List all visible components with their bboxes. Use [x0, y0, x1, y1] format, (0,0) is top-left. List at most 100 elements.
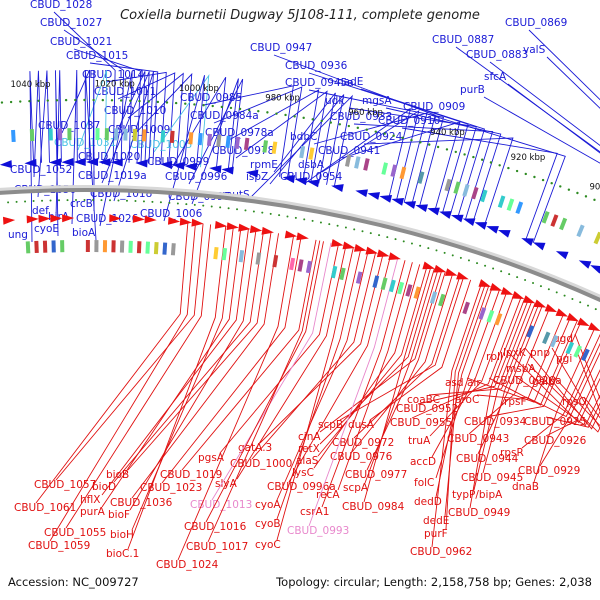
feature-block [123, 128, 128, 141]
tick-dot [19, 100, 22, 103]
tick-dot [435, 249, 438, 252]
feature-block [417, 171, 425, 184]
forward-gene-label: CBUD_1037 [38, 120, 100, 132]
forward-gene-arrow [49, 158, 62, 167]
label-leader-line [127, 72, 184, 166]
tick-dot [394, 238, 397, 241]
reverse-gene-label: CBUD_1000 [230, 458, 292, 470]
label-leader-line [521, 333, 600, 449]
tick-dot [184, 102, 187, 105]
feature-block [478, 307, 487, 320]
forward-gene-arrow [61, 158, 74, 167]
feature-block [355, 271, 363, 284]
forward-gene-label: CBUD_0941 [318, 145, 380, 157]
tick-dot [293, 115, 296, 118]
reverse-gene-label: CBUD_1059 [28, 540, 90, 552]
label-leader-line [468, 308, 550, 435]
forward-gene-arrow [135, 159, 148, 168]
tick-dot [541, 178, 545, 182]
label-leader-line [313, 112, 428, 203]
reverse-gene-arrow [478, 279, 492, 287]
feature-block [363, 158, 370, 171]
reverse-gene-arrow [38, 214, 51, 223]
label-leader-line [203, 85, 294, 177]
reverse-gene-arrow [342, 241, 356, 250]
label-leader-line [49, 222, 196, 542]
label-leader-line [528, 29, 600, 101]
reverse-gene-arrow [577, 317, 590, 327]
forward-gene-label: udk [325, 95, 345, 107]
tick-dot [392, 134, 395, 137]
tick-dot [219, 206, 222, 209]
reverse-gene-label: CBUD_0976 [330, 451, 393, 463]
tick-dot [9, 100, 13, 104]
tick-dot [383, 132, 386, 135]
forward-gene-label: sfcA [484, 71, 507, 83]
label-leader-line [308, 72, 469, 213]
feature-block [111, 240, 116, 253]
kbp-tick-label: 980 kbp [265, 93, 300, 103]
tick-dot [500, 270, 503, 273]
reverse-gene-label: cinA [298, 431, 321, 443]
kbp-tick-label: 940 kbp [430, 128, 465, 138]
feature-block [390, 164, 398, 178]
label-leader-line [577, 353, 600, 413]
label-leader-line [276, 247, 354, 541]
label-leader-line [53, 11, 116, 163]
reverse-gene-label: CBUD_0984 [342, 501, 405, 513]
forward-gene-label: CBUD_1010 [104, 105, 166, 117]
label-leader-line [426, 113, 566, 243]
feature-block [462, 301, 470, 315]
tick-dot [202, 204, 205, 207]
reverse-gene-label: CBUD_0996a [267, 481, 336, 493]
reverse-gene-arrow [365, 246, 379, 255]
reverse-gene-label: scpA [343, 482, 369, 494]
kbp-tick-label: 1020 kbp [95, 79, 135, 89]
reverse-gene-arrow [522, 295, 536, 304]
tick-dot [64, 98, 68, 102]
label-leader-line [445, 284, 486, 530]
forward-gene-arrow [184, 162, 197, 171]
label-leader-line [181, 239, 317, 471]
reverse-gene-label: CBUD_1013 [190, 499, 252, 511]
tick-dot [24, 200, 27, 203]
reverse-gene-label: coaBC [407, 394, 440, 406]
feature-block [262, 140, 269, 153]
tick-dot [467, 259, 470, 262]
tick-dot [428, 143, 431, 146]
reverse-gene-label: cyoC [255, 539, 281, 551]
label-leader-line [191, 78, 239, 205]
reverse-gene-label: cyoB [255, 518, 281, 530]
feature-block [405, 284, 413, 297]
forward-gene-arrow [427, 207, 440, 216]
tick-dot [138, 99, 141, 103]
reverse-gene-label: CBUD_1057 [34, 479, 96, 491]
label-leader-line [455, 46, 600, 153]
tick-dot [156, 100, 160, 104]
forward-gene-label: ung [8, 229, 28, 241]
label-leader-line [71, 70, 78, 225]
feature-block [42, 240, 48, 253]
reverse-gene-label: rpsF [504, 396, 527, 408]
label-leader-line [276, 249, 362, 520]
tick-dot [117, 199, 120, 202]
forward-gene-arrow [439, 211, 452, 219]
reverse-gene-arrow [167, 216, 181, 225]
feature-block [104, 128, 109, 141]
tick-dot [66, 199, 69, 202]
forward-gene-label: crcB [70, 198, 93, 210]
forward-gene-label: CBUD_0936 [285, 60, 348, 72]
label-leader-line [429, 294, 515, 437]
reverse-gene-arrow [132, 214, 145, 223]
reverse-gene-arrow [26, 215, 39, 224]
forward-gene-arrow [73, 157, 86, 166]
tick-dot [37, 99, 40, 102]
tick-dot [92, 98, 95, 102]
tick-dot [238, 107, 242, 111]
feature-block [550, 214, 559, 227]
tick-dot [165, 101, 169, 104]
accession-label: Accession: NC_009727 [8, 575, 139, 589]
tick-dot [533, 175, 536, 179]
tick-dot [125, 199, 128, 202]
feature-block [85, 239, 90, 253]
